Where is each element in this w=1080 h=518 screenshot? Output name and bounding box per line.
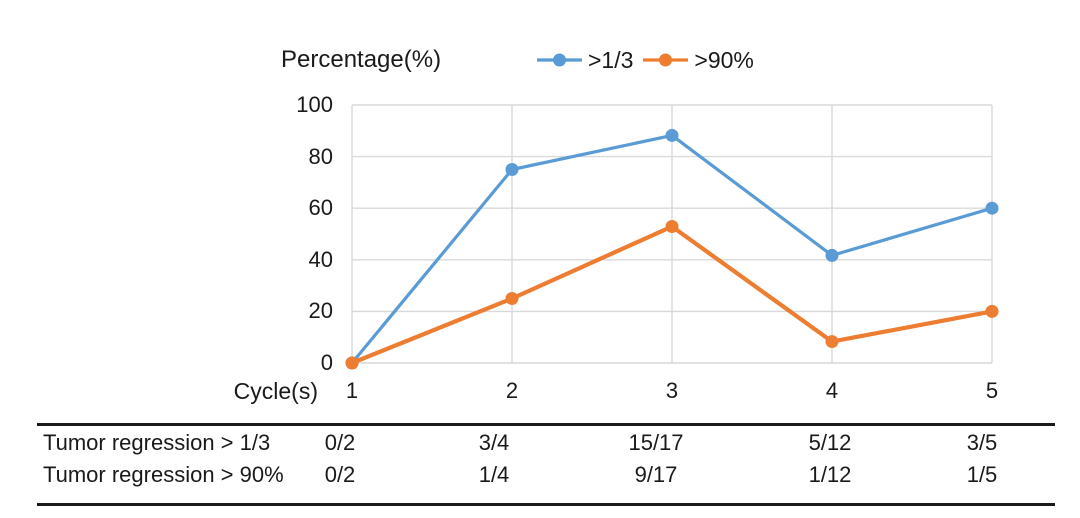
y-tick-label: 100: [296, 92, 333, 117]
table-cell: 15/17: [628, 430, 684, 455]
table-cell: 9/17: [634, 462, 678, 487]
x-tick-label: 2: [505, 378, 519, 403]
legend-label: >1/3: [588, 47, 634, 73]
table-cell: 1/12: [808, 462, 852, 487]
y-tick-label: 80: [308, 143, 333, 169]
x-tick-label: 4: [825, 378, 839, 403]
table-rule-bottom: [37, 503, 1055, 506]
series-1-marker: [505, 163, 519, 176]
x-tick-label: 1: [345, 378, 359, 403]
series-2-marker: [825, 335, 839, 349]
table-row-label: Tumor regression > 1/3: [43, 430, 271, 455]
legend-item-1: >1/3: [536, 47, 633, 73]
table-cell: 1/4: [478, 462, 510, 487]
legend-item-2: >90%: [642, 47, 754, 73]
x-axis-title: Cycle(s): [233, 378, 318, 404]
series-2-marker: [665, 220, 679, 234]
table-rule-top: [37, 423, 1055, 426]
chart-legend: >1/3 >90%: [536, 47, 754, 73]
series-2-marker: [985, 304, 999, 318]
series-2-marker: [345, 356, 359, 370]
x-tick-label: 5: [985, 378, 999, 403]
table-cell: 3/4: [478, 430, 510, 455]
legend-line-marker-icon: [537, 53, 582, 67]
table-cell: 0/2: [324, 430, 356, 455]
series-1-marker: [825, 248, 839, 262]
table-cell: 0/2: [324, 462, 356, 487]
y-tick-label: 0: [320, 350, 333, 375]
series-1-marker: [665, 128, 679, 142]
table-cell: 1/5: [966, 462, 998, 487]
table-row-label: Tumor regression > 90%: [43, 462, 284, 487]
y-tick-label: 20: [308, 298, 333, 324]
y-tick-label: 60: [308, 195, 333, 221]
table-cell: 5/12: [808, 430, 852, 455]
table-cell: 3/5: [966, 430, 998, 455]
series-1-marker: [985, 201, 999, 215]
legend-line-marker-icon: [643, 53, 689, 67]
series-2-marker: [505, 292, 519, 305]
legend-label: >90%: [694, 47, 754, 73]
y-tick-label: 40: [308, 246, 333, 272]
x-tick-label: 3: [665, 378, 679, 403]
y-axis-title: Percentage(%): [281, 46, 442, 73]
